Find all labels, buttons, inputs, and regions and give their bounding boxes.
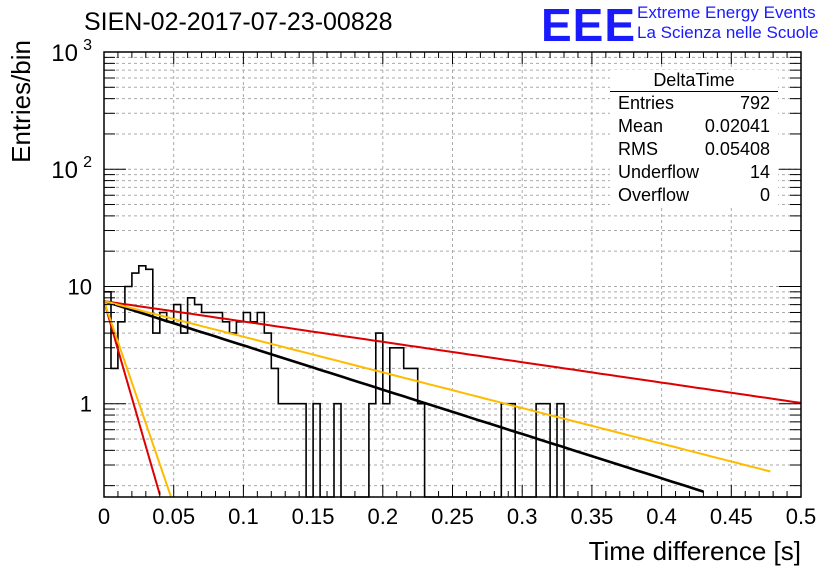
stats-row-overflow: Overflow 0 — [610, 184, 778, 207]
tick-labels: 0 0.05 0.1 0.15 0.2 0.25 0.3 0.35 0.4 0.45 0.5 1 10 1… — [51, 37, 816, 529]
grid — [104, 52, 801, 497]
stats-value: 0.02041 — [704, 116, 770, 136]
x-tick-label: 0.4 — [646, 504, 677, 529]
stats-value: 0.05408 — [704, 139, 770, 159]
fit-curve-2 — [103, 300, 771, 473]
stats-row-underflow: Underflow 14 — [610, 161, 778, 184]
axis-ticks — [103, 52, 802, 497]
fit-curve-1 — [103, 300, 802, 404]
x-axis-label: Time difference [s] — [589, 536, 801, 566]
x-tick-label: 0.1 — [228, 504, 259, 529]
stats-label: Underflow — [618, 162, 700, 182]
chart-title: SIEN-02-2017-07-23-00828 — [84, 8, 393, 36]
stats-box-title: DeltaTime — [610, 70, 778, 92]
fit-curve-0 — [103, 299, 704, 493]
stats-value: 14 — [749, 162, 770, 182]
x-tick-label: 0.2 — [368, 504, 399, 529]
logo-caption-line2: La Scienza nelle Scuole — [637, 23, 819, 42]
x-tick-label: 0.05 — [152, 504, 195, 529]
x-tick-label: 0.15 — [292, 504, 335, 529]
fit-curve-4 — [103, 300, 172, 497]
y-tick-exponent: 2 — [83, 154, 92, 171]
stats-value: 792 — [739, 93, 770, 113]
stats-row-mean: Mean 0.02041 — [610, 115, 778, 138]
x-tick-label: 0 — [98, 504, 110, 529]
fit-curve-3 — [103, 300, 161, 495]
logo-caption-line1: Extreme Energy Events — [637, 3, 816, 22]
x-tick-label: 0.25 — [431, 504, 474, 529]
y-tick-exponent: 3 — [83, 37, 92, 54]
stats-label: Overflow — [618, 185, 690, 205]
stats-row-rms: RMS 0.05408 — [610, 138, 778, 161]
stats-label: RMS — [618, 139, 658, 159]
stats-box: DeltaTime Entries 792 Mean 0.02041 RMS 0.05… — [610, 70, 778, 207]
stats-value: 0 — [759, 185, 770, 205]
x-tick-label: 0.3 — [507, 504, 538, 529]
y-tick-label: 10 — [68, 274, 92, 299]
stats-label: Mean — [618, 116, 664, 136]
x-tick-label: 0.45 — [710, 504, 753, 529]
y-tick-label: 1 — [80, 392, 92, 417]
eee-logo-icon: EEE — [541, 0, 637, 51]
x-tick-label: 0.35 — [570, 504, 613, 529]
x-tick-label: 0.5 — [786, 504, 817, 529]
y-tick-label: 10 — [51, 157, 78, 184]
y-tick-label: 10 — [51, 40, 78, 67]
y-axis-label: Entries/bin — [6, 40, 36, 163]
stats-label: Entries — [618, 93, 675, 113]
stats-row-entries: Entries 792 — [610, 92, 778, 115]
